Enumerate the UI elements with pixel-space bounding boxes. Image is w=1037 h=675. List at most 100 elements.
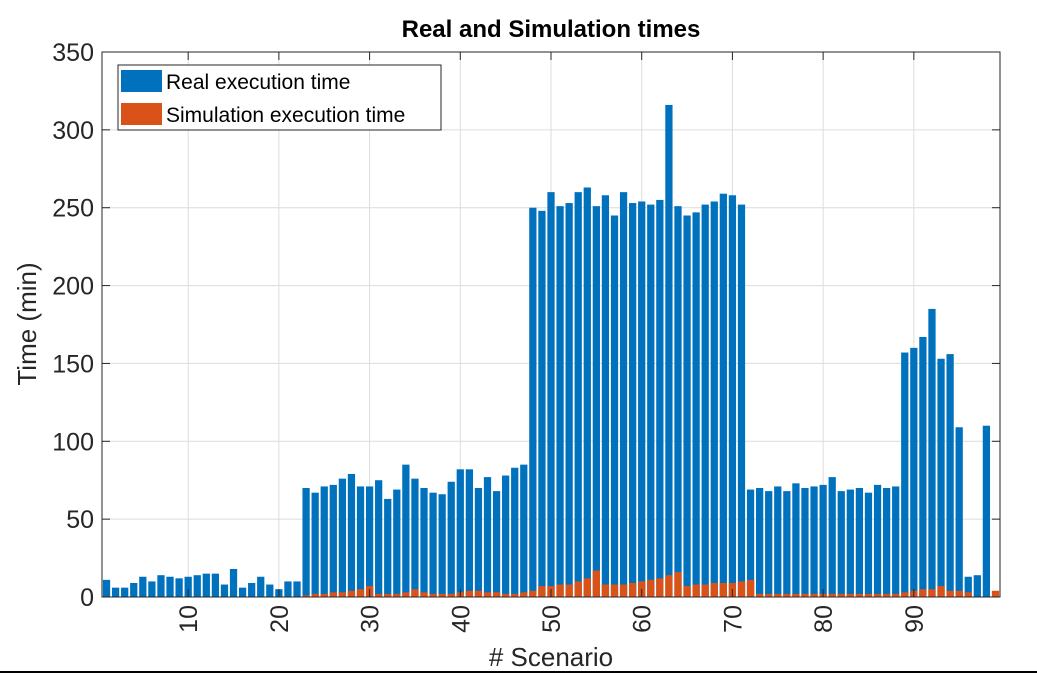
simulation-bar [393, 593, 401, 597]
real-bar [148, 581, 156, 597]
simulation-bar [692, 584, 700, 597]
real-bar [955, 427, 963, 597]
real-bar [511, 467, 519, 597]
real-bar [202, 573, 210, 597]
simulation-bar [665, 575, 673, 597]
simulation-bar [483, 592, 492, 597]
real-bar [656, 199, 664, 597]
simulation-bar [356, 589, 365, 597]
simulation-bar [520, 592, 528, 597]
simulation-bar [919, 589, 927, 597]
simulation-bar [320, 593, 328, 597]
real-bar [792, 483, 800, 597]
real-bar [393, 489, 401, 597]
simulation-bar [338, 592, 347, 597]
real-bar [855, 488, 864, 597]
simulation-bar [674, 572, 682, 597]
real-bar [266, 584, 274, 597]
simulation-bar [465, 590, 473, 597]
real-bar [474, 488, 483, 597]
simulation-bar [946, 590, 954, 597]
x-tick-label: 90 [901, 605, 929, 633]
x-tick-label: 60 [629, 605, 657, 633]
real-bar [819, 484, 827, 597]
real-bar [583, 187, 591, 597]
simulation-bar [438, 593, 446, 597]
real-bar [610, 215, 619, 597]
real-bar [420, 488, 428, 597]
real-bar [765, 491, 773, 597]
real-bar [692, 212, 700, 597]
real-bar [356, 486, 365, 597]
real-bar [665, 104, 673, 597]
real-bar [166, 576, 174, 597]
x-tick-label: 50 [538, 605, 566, 633]
y-tick-label: 100 [52, 428, 94, 456]
simulation-bar [384, 593, 392, 597]
simulation-bar [656, 578, 664, 597]
real-bar [873, 484, 882, 597]
simulation-bar [774, 593, 782, 597]
real-bar [846, 489, 854, 597]
legend-box [117, 64, 442, 131]
series-real [102, 104, 991, 598]
y-axis-label: Time (min) [12, 262, 42, 385]
real-bar [910, 347, 918, 597]
simulation-bar [765, 593, 773, 597]
real-bar [701, 204, 709, 597]
legend: Real execution time Simulation execution… [117, 64, 442, 131]
real-bar [683, 215, 691, 597]
simulation-bar [810, 593, 818, 597]
real-bar [483, 477, 492, 597]
y-tick-label: 150 [52, 350, 94, 378]
real-bar [139, 576, 147, 597]
real-bar [175, 578, 183, 597]
real-bar [919, 336, 927, 597]
real-bar [928, 308, 936, 597]
real-bar [864, 492, 873, 597]
real-bar [320, 486, 328, 597]
real-bar [946, 354, 954, 597]
simulation-bar [955, 590, 963, 597]
real-bar [384, 498, 392, 597]
x-tick-label: 80 [810, 605, 838, 633]
simulation-bar [683, 586, 691, 597]
x-tick-label: 70 [719, 605, 747, 633]
simulation-bar [420, 592, 428, 597]
simulation-bar [502, 593, 510, 597]
simulation-bar [719, 582, 727, 597]
simulation-bar [855, 593, 864, 597]
real-bar [184, 576, 192, 597]
real-bar [755, 488, 764, 597]
simulation-bar [311, 593, 319, 597]
simulation-bar [601, 584, 610, 597]
simulation-bar [928, 589, 936, 597]
real-bar [102, 579, 111, 597]
real-bar [719, 193, 727, 597]
real-bar [556, 206, 564, 597]
real-bar [157, 575, 165, 597]
real-bar [329, 484, 337, 597]
real-bar [311, 492, 319, 597]
y-tick-label: 350 [52, 39, 94, 67]
simulation-bar [583, 578, 591, 597]
real-bar [737, 204, 746, 597]
real-bar [538, 210, 546, 598]
real-bar [674, 206, 682, 597]
legend-label-real: Real execution time [166, 71, 350, 94]
real-bar [365, 486, 374, 597]
legend-swatch-simulation [121, 103, 162, 125]
simulation-bar [538, 586, 546, 597]
real-bar [293, 581, 301, 597]
real-bar [492, 491, 501, 597]
bars [102, 104, 1000, 598]
simulation-bar [592, 570, 600, 597]
simulation-bar [873, 593, 882, 597]
simulation-bar [746, 579, 755, 597]
y-tick-label: 50 [66, 506, 94, 534]
real-bar [220, 584, 229, 597]
real-bar [565, 203, 573, 598]
real-bar [238, 587, 247, 597]
y-axis-ticks: 0 50 100 150 200 250 300 350 [52, 39, 1000, 612]
real-bar [520, 464, 528, 597]
